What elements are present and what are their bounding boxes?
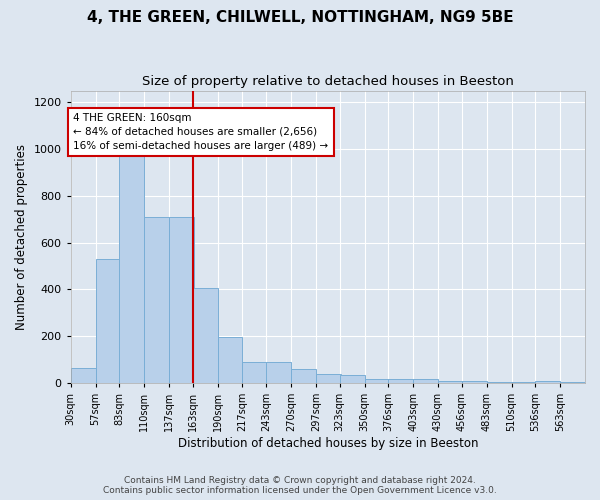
Bar <box>144 217 169 383</box>
Bar <box>388 379 413 383</box>
Text: Contains HM Land Registry data © Crown copyright and database right 2024.
Contai: Contains HM Land Registry data © Crown c… <box>103 476 497 495</box>
Bar <box>340 375 365 383</box>
Bar <box>438 380 463 383</box>
Bar <box>193 288 218 383</box>
Bar <box>365 379 389 383</box>
Text: 4 THE GREEN: 160sqm
← 84% of detached houses are smaller (2,656)
16% of semi-det: 4 THE GREEN: 160sqm ← 84% of detached ho… <box>73 113 329 151</box>
Bar <box>413 379 438 383</box>
Bar <box>95 259 121 383</box>
Bar <box>291 369 316 383</box>
Bar <box>512 382 536 383</box>
Bar <box>242 362 267 383</box>
Bar <box>316 374 341 383</box>
Title: Size of property relative to detached houses in Beeston: Size of property relative to detached ho… <box>142 75 514 88</box>
Bar <box>119 149 144 383</box>
Y-axis label: Number of detached properties: Number of detached properties <box>15 144 28 330</box>
Bar <box>71 368 95 383</box>
Text: 4, THE GREEN, CHILWELL, NOTTINGHAM, NG9 5BE: 4, THE GREEN, CHILWELL, NOTTINGHAM, NG9 … <box>86 10 514 25</box>
Bar <box>462 380 487 383</box>
Bar <box>487 382 512 383</box>
Bar <box>535 380 560 383</box>
Bar <box>218 337 242 383</box>
X-axis label: Distribution of detached houses by size in Beeston: Distribution of detached houses by size … <box>178 437 478 450</box>
Bar <box>169 217 194 383</box>
Bar <box>266 362 291 383</box>
Bar <box>560 382 585 383</box>
